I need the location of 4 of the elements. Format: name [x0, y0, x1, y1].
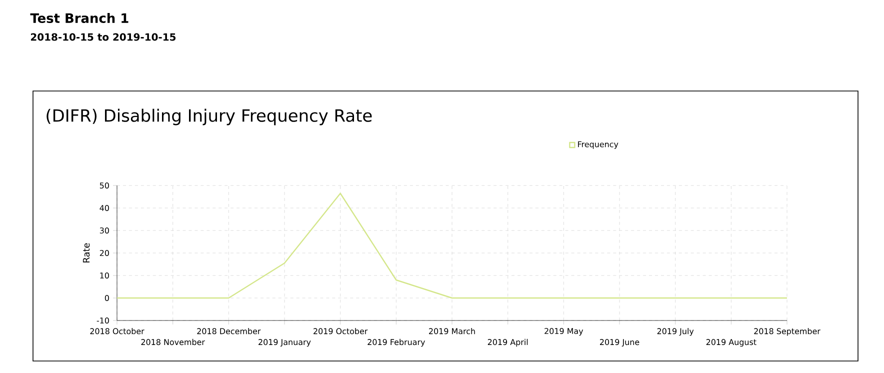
text: 2018-10-15 to 2019-10-15	[30, 33, 176, 41]
text: Test Branch 1	[30, 12, 128, 24]
chart-title: (DIFR) Disabling Injury Frequency Rate	[46, 108, 372, 126]
y-axis-title: Rate	[82, 243, 90, 262]
